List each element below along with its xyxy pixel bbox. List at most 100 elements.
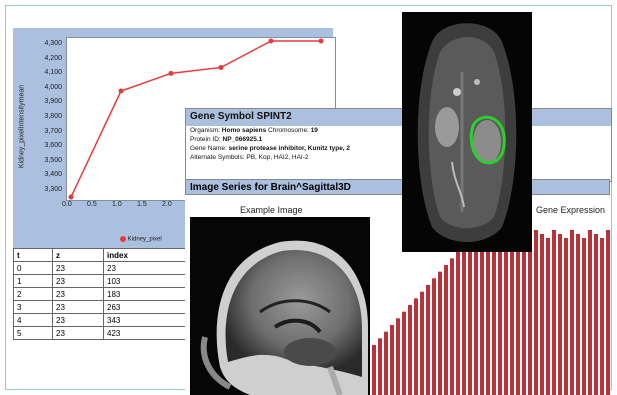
gene-name-value: serine protease inhibitor, Kunitz type, …	[228, 145, 351, 152]
alt-symbols-label: Alternate Symbols:	[190, 154, 245, 161]
expression-bar	[378, 338, 382, 395]
y-tick-label: 3,300	[44, 186, 62, 193]
kidney-mri-image[interactable]	[402, 12, 532, 252]
y-tick-label: 3,500	[44, 156, 62, 164]
y-tick-label: 4,000	[44, 83, 62, 91]
brain-mri-image[interactable]	[190, 217, 370, 395]
table-row[interactable]: 0 23 23	[13, 261, 193, 275]
expression-bar	[546, 238, 550, 395]
expression-bar	[414, 298, 418, 395]
y-tick-label: 3,800	[44, 113, 62, 120]
table-row[interactable]: 4 23 343	[13, 313, 193, 327]
expression-bar	[564, 238, 568, 395]
expression-bar	[522, 234, 526, 395]
y-tick-label: 4,200	[44, 54, 62, 62]
table-row[interactable]: 2 23 183	[13, 287, 193, 301]
expression-bar	[576, 234, 580, 395]
y-tick-label: 4,100	[44, 69, 62, 77]
expression-bar	[516, 230, 520, 395]
table-cell: 4	[13, 313, 53, 327]
legend-marker-icon	[120, 236, 126, 242]
gene-name-label: Gene Name:	[190, 145, 227, 152]
chromosome-label: Chromosome:	[268, 127, 309, 134]
expression-bar	[492, 238, 496, 395]
expression-bar	[534, 230, 538, 395]
expression-bar	[600, 238, 604, 395]
gene-expression-bar-chart	[372, 230, 610, 395]
expression-bar	[396, 318, 400, 395]
table-cell: 263	[103, 300, 193, 314]
expression-bar	[426, 285, 430, 395]
expression-bar	[552, 230, 556, 395]
protein-row: Protein ID: NP_066925.1	[186, 135, 611, 144]
y-axis-label: Kidney_pixelIntensitymean	[18, 84, 26, 169]
table-cell: 23	[52, 287, 104, 301]
y-tick-label: 4,300	[44, 40, 62, 47]
gene-expression-label: Gene Expression	[536, 205, 606, 215]
expression-bar	[456, 251, 460, 395]
kidney-mri-graphic	[402, 12, 532, 252]
organism-row: Organism: Homo sapiens Chromosome: 19	[186, 126, 611, 135]
legend-label: Kidney_pixel	[127, 236, 162, 243]
data-point[interactable]	[218, 64, 224, 70]
gene-panel-title: Gene Symbol SPINT2	[186, 109, 611, 126]
y-tick-label: 3,700	[44, 127, 62, 135]
expression-bar	[558, 234, 562, 395]
expression-bar	[480, 230, 484, 395]
gene-info-panel: Gene Symbol SPINT2 Organism: Homo sapien…	[185, 108, 612, 182]
x-tick-label: 0.0	[62, 201, 72, 208]
expression-bar	[588, 230, 592, 395]
expression-bar	[486, 234, 490, 395]
expression-bar	[582, 238, 586, 395]
x-tick-labels: 0.0 0.5 1.0 1.5 2.0	[62, 201, 334, 213]
table-cell: 103	[103, 274, 193, 288]
chart-legend: Kidney_pixel	[120, 236, 162, 243]
data-point[interactable]	[268, 38, 274, 44]
table-row[interactable]: 1 23 103	[13, 274, 193, 288]
example-image-label: Example Image	[240, 205, 303, 215]
x-tick-label: 1.0	[112, 201, 122, 208]
table-cell: 23	[52, 326, 104, 340]
expression-bar	[462, 245, 466, 395]
expression-bar	[594, 234, 598, 395]
expression-bar	[606, 230, 610, 395]
table-row[interactable]: 3 23 263	[13, 300, 193, 314]
expression-bar	[540, 234, 544, 395]
data-point[interactable]	[168, 70, 174, 76]
expression-bar	[450, 258, 454, 395]
expression-bar	[510, 238, 514, 395]
y-tick-label: 3,900	[44, 98, 62, 106]
data-table: t z index 0 23 23 1 23 103 2 23 183 3 23 263 4 23…	[13, 248, 193, 340]
expression-bar	[444, 265, 448, 395]
x-tick-label: 1.5	[137, 201, 147, 208]
table-header: t	[13, 248, 53, 262]
table-cell: 183	[103, 287, 193, 301]
expression-bar	[390, 325, 394, 395]
expression-bar	[498, 230, 502, 395]
table-header: z	[52, 248, 104, 262]
expression-bar	[408, 305, 412, 395]
expression-bar	[402, 311, 406, 395]
table-cell: 23	[52, 261, 104, 275]
table-cell: 23	[52, 274, 104, 288]
alt-symbols-row: Alternate Symbols: PB, Kop, HAI2, HAI-2	[186, 153, 611, 162]
table-cell: 23	[52, 300, 104, 314]
series-line	[70, 40, 321, 198]
table-cell: 1	[13, 274, 53, 288]
line-chart-svg	[68, 38, 324, 200]
x-tick-label: 0.5	[87, 201, 97, 208]
table-cell: 343	[103, 313, 193, 327]
data-point[interactable]	[68, 194, 74, 200]
table-header-row: t z index	[13, 248, 193, 262]
table-cell: 5	[13, 326, 53, 340]
table-cell: 23	[52, 313, 104, 327]
expression-bar	[570, 230, 574, 395]
table-row[interactable]: 5 23 423	[13, 326, 193, 340]
expression-bar	[432, 278, 436, 395]
table-header: index	[103, 248, 193, 262]
expression-bar	[384, 331, 388, 395]
data-point[interactable]	[118, 88, 124, 94]
data-point[interactable]	[318, 38, 324, 44]
y-tick-label: 3,600	[44, 142, 62, 150]
expression-bar	[468, 238, 472, 395]
